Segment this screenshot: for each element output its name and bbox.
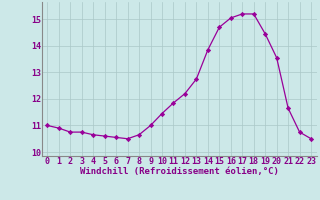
X-axis label: Windchill (Refroidissement éolien,°C): Windchill (Refroidissement éolien,°C)	[80, 167, 279, 176]
